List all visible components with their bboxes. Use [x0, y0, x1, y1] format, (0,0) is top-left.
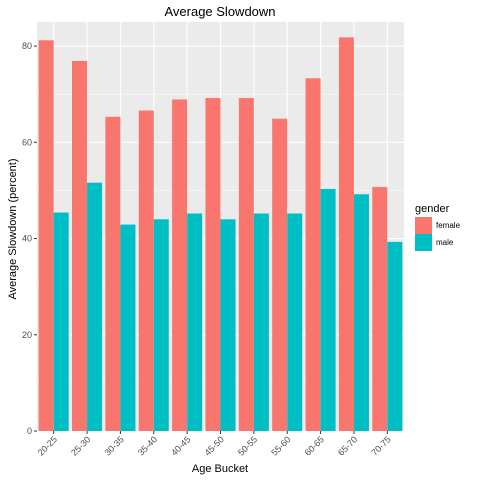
legend-title: gender [415, 203, 450, 215]
legend-key-male [415, 234, 432, 251]
y-tick-label: 40 [22, 234, 32, 244]
y-tick-label: 0 [27, 426, 32, 436]
bar-male-40-45 [187, 213, 203, 431]
bar-female-55-60 [272, 118, 288, 432]
y-axis: 0 20 40 60 80 [22, 41, 37, 436]
y-tick-label: 60 [22, 137, 32, 147]
bar-female-40-45 [172, 99, 188, 431]
bar-female-30-35 [105, 116, 121, 432]
bar-male-35-40 [153, 219, 169, 431]
legend: gender female male [415, 203, 461, 251]
x-axis-title: Age Bucket [192, 463, 248, 475]
y-tick-label: 80 [22, 41, 32, 51]
bar-female-70-75 [372, 187, 388, 431]
bar-male-50-55 [253, 213, 269, 431]
bar-female-25-30 [72, 60, 88, 432]
bars [38, 37, 403, 432]
bar-male-25-30 [87, 182, 103, 431]
bar-male-70-75 [387, 241, 403, 431]
bar-male-60-65 [320, 188, 336, 431]
y-axis-title: Average Slowdown (percent) [7, 158, 19, 299]
chart-title: Average Slowdown [164, 4, 275, 19]
bar-female-50-55 [238, 98, 254, 431]
legend-key-female [415, 217, 432, 234]
bar-male-30-35 [120, 224, 136, 431]
bar-male-20-25 [53, 212, 69, 431]
bar-male-55-60 [287, 213, 303, 431]
bar-male-45-50 [220, 219, 236, 431]
bar-female-20-25 [38, 40, 54, 432]
bar-female-35-40 [138, 110, 154, 431]
bar-female-65-70 [338, 37, 354, 432]
bar-female-60-65 [305, 78, 321, 432]
legend-label-female: female [436, 221, 461, 230]
bar-female-45-50 [205, 98, 221, 431]
bar-male-65-70 [353, 194, 369, 431]
y-tick-label: 20 [22, 330, 32, 340]
legend-label-male: male [436, 238, 454, 247]
